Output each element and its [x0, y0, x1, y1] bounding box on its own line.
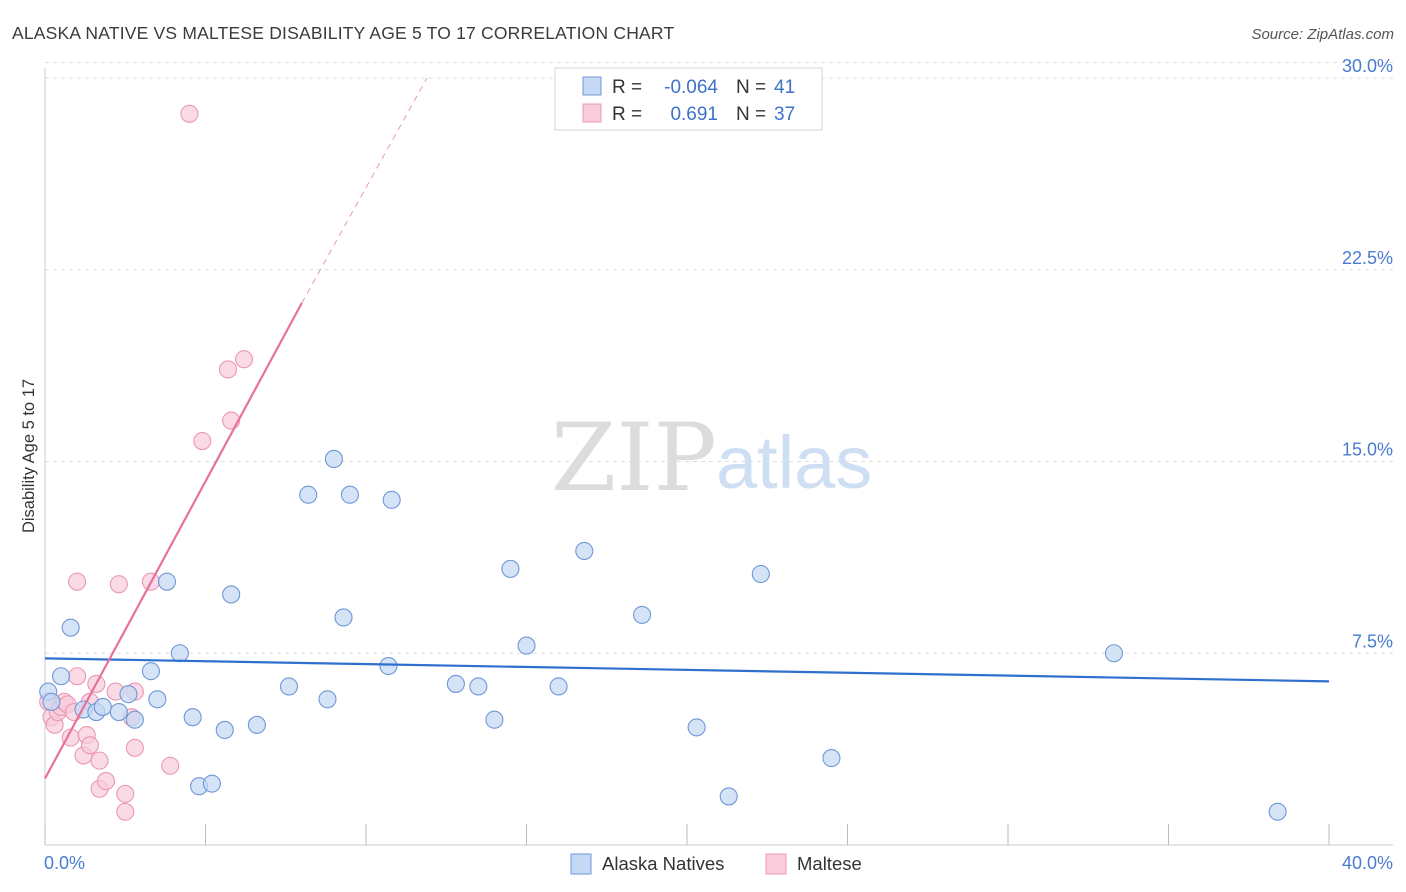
x-tick-label-max: 40.0% — [1342, 853, 1393, 873]
maltese-point — [96, 772, 116, 791]
alaska-natives-point — [687, 718, 706, 737]
y-tick-label: 15.0% — [1342, 440, 1393, 460]
alaska-natives-point — [148, 690, 167, 709]
bottom-legend-swatch-alaska-natives — [570, 853, 592, 875]
maltese-point — [125, 738, 144, 757]
legend-n-label-blue: N = — [736, 77, 771, 98]
alaska-natives-point — [61, 618, 80, 637]
alaska-natives-point — [279, 677, 299, 696]
alaska-natives-point — [299, 485, 318, 504]
legend-n-value-blue: 41 — [774, 77, 795, 98]
alaska-natives-point — [318, 690, 337, 709]
y-tick-labels: 7.5% 15.0% 22.5% 30.0% — [1342, 56, 1393, 651]
maltese-point — [68, 572, 87, 591]
alaska-natives-point — [1268, 802, 1287, 821]
maltese-point — [116, 802, 135, 821]
alaska-natives-point — [382, 490, 401, 509]
alaska-natives-point — [93, 697, 112, 716]
legend-r-value-blue: -0.064 — [664, 77, 718, 98]
alaska-natives-point — [549, 677, 568, 696]
alaska-natives-point — [469, 677, 488, 696]
bottom-legend-label-maltese: Maltese — [797, 853, 862, 874]
alaska-natives-point — [751, 564, 770, 584]
alaska-natives-point — [247, 715, 266, 734]
legend-n-label-pink: N = — [736, 104, 771, 125]
alaska-natives-point — [183, 708, 202, 727]
alaska-natives-point — [633, 605, 652, 624]
alaska-natives-point — [822, 749, 841, 768]
legend-n-value-pink: 37 — [774, 104, 795, 125]
maltese-point — [193, 431, 212, 451]
source-label: Source: ZipAtlas.com — [1251, 26, 1394, 43]
alaska-natives-point — [119, 685, 138, 704]
alaska-natives-point — [51, 667, 71, 686]
alaska-natives-point — [485, 710, 504, 729]
alaska-natives-point — [446, 674, 465, 693]
bottom-legend-label-alaska-natives: Alaska Natives — [602, 853, 724, 874]
alaska-natives-point — [379, 656, 398, 676]
maltese-point — [68, 667, 87, 686]
maltese-trend-line — [44, 302, 303, 780]
alaska-natives-point — [575, 541, 594, 561]
maltese-trend-extension — [301, 77, 428, 304]
y-tick-label: 7.5% — [1352, 631, 1393, 651]
chart-title: ALASKA NATIVE VS MALTESE DISABILITY AGE … — [12, 23, 674, 43]
alaska-natives-point — [334, 608, 353, 627]
alaska-natives-point — [222, 585, 241, 604]
alaska-natives-point — [517, 636, 536, 655]
alaska-natives-point — [42, 692, 61, 711]
alaska-natives-point — [340, 485, 360, 504]
legend-r-label-pink: R = — [612, 104, 647, 125]
alaska-natives-point — [202, 774, 221, 793]
maltese-point — [80, 736, 99, 755]
maltese-point — [234, 350, 254, 369]
alaska-natives-point — [719, 787, 738, 806]
series-legend: Alaska Natives Maltese — [570, 853, 862, 875]
alaska-natives-point — [170, 644, 189, 663]
alaska-natives-point — [1104, 644, 1123, 663]
y-tick-label: 30.0% — [1342, 56, 1393, 76]
watermark-zip: ZIP — [551, 404, 717, 513]
y-tick-label: 22.5% — [1342, 248, 1393, 268]
alaska-natives-point — [141, 662, 160, 681]
x-axis-ticks — [44, 824, 1330, 845]
legend-r-value-pink: 0.691 — [670, 104, 718, 125]
maltese-point — [218, 360, 238, 379]
alaska-natives-point — [109, 703, 128, 722]
alaska-natives-point — [215, 720, 234, 740]
trend-lines — [44, 77, 1330, 780]
maltese-point — [180, 104, 199, 123]
maltese-point — [116, 784, 135, 803]
maltese-points — [39, 104, 254, 821]
correlation-legend: R = -0.064 N = 41 R = 0.691 N = 37 — [554, 67, 823, 131]
alaska-natives-trend-line — [44, 657, 1330, 683]
maltese-point — [90, 751, 109, 770]
legend-swatch-pink — [582, 103, 602, 123]
y-axis-label: Disability Age 5 to 17 — [20, 379, 38, 533]
alaska-natives-point — [501, 559, 520, 578]
legend-swatch-blue — [582, 76, 602, 96]
x-tick-label-min: 0.0% — [44, 853, 85, 873]
legend-r-label-blue: R = — [612, 77, 647, 98]
watermark-atlas: atlas — [716, 421, 872, 504]
maltese-point — [161, 756, 180, 775]
alaska-natives-point — [125, 710, 144, 729]
alaska-natives-points — [39, 449, 1287, 821]
gridlines — [45, 62, 1393, 654]
alaska-natives-point — [324, 449, 343, 468]
alaska-natives-point — [157, 572, 177, 591]
maltese-point — [109, 575, 128, 594]
bottom-legend-swatch-maltese — [765, 853, 787, 875]
